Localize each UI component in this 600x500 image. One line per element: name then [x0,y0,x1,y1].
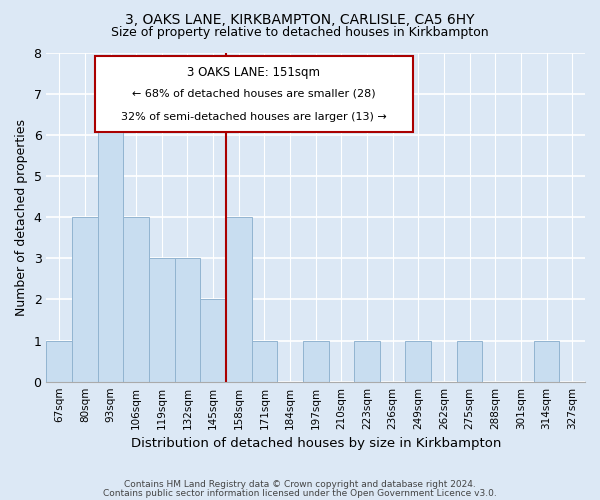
Bar [251,340,277,382]
Bar [303,340,329,382]
Bar [226,217,251,382]
Y-axis label: Number of detached properties: Number of detached properties [15,118,28,316]
FancyBboxPatch shape [95,56,413,132]
Bar [457,340,482,382]
Bar [175,258,200,382]
Text: 32% of semi-detached houses are larger (13) →: 32% of semi-detached houses are larger (… [121,112,386,122]
Bar [200,300,226,382]
Bar [354,340,380,382]
Bar [124,217,149,382]
Text: 3, OAKS LANE, KIRKBAMPTON, CARLISLE, CA5 6HY: 3, OAKS LANE, KIRKBAMPTON, CARLISLE, CA5… [125,12,475,26]
Bar [46,340,72,382]
Bar [406,340,431,382]
Bar [98,94,124,382]
Text: Contains public sector information licensed under the Open Government Licence v3: Contains public sector information licen… [103,488,497,498]
Text: 3 OAKS LANE: 151sqm: 3 OAKS LANE: 151sqm [187,66,320,78]
Bar [72,217,98,382]
Bar [534,340,559,382]
Text: ← 68% of detached houses are smaller (28): ← 68% of detached houses are smaller (28… [132,88,376,99]
X-axis label: Distribution of detached houses by size in Kirkbampton: Distribution of detached houses by size … [131,437,501,450]
Bar [149,258,175,382]
Text: Contains HM Land Registry data © Crown copyright and database right 2024.: Contains HM Land Registry data © Crown c… [124,480,476,489]
Text: Size of property relative to detached houses in Kirkbampton: Size of property relative to detached ho… [111,26,489,39]
